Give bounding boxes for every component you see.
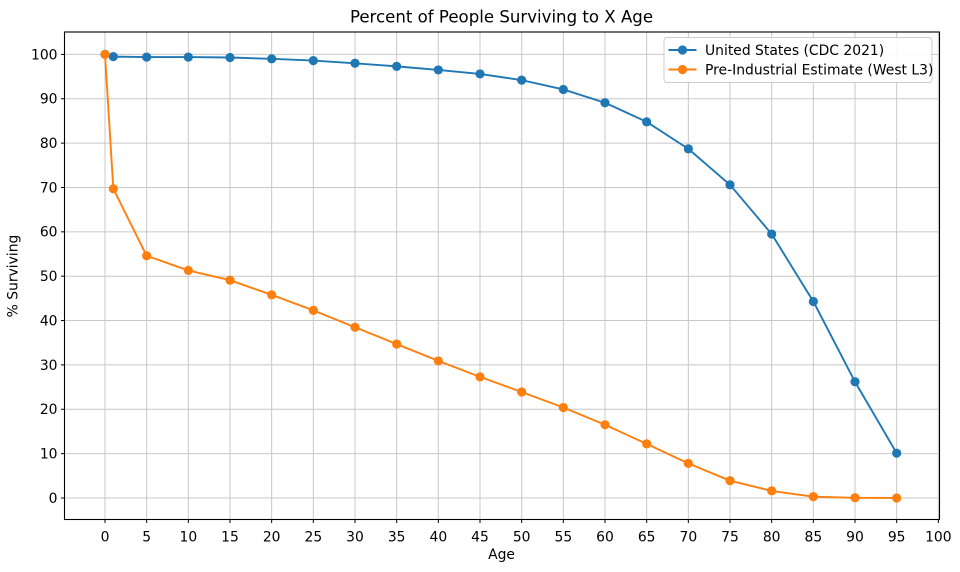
data-point-series-0 bbox=[308, 56, 318, 66]
y-tick-label: 50 bbox=[40, 269, 58, 285]
y-tick-label: 40 bbox=[40, 313, 58, 329]
data-point-series-0 bbox=[600, 98, 610, 108]
data-point-series-0 bbox=[183, 52, 193, 62]
y-tick-label: 10 bbox=[40, 447, 58, 463]
series-line-0 bbox=[104, 53, 898, 454]
y-tick-label: 0 bbox=[49, 491, 58, 507]
x-tick-label: 100 bbox=[925, 530, 952, 546]
data-point-series-1 bbox=[683, 458, 693, 468]
data-point-series-1 bbox=[892, 493, 902, 503]
data-point-series-0 bbox=[267, 54, 277, 64]
legend-item-pre-industrial: Pre-Industrial Estimate (West L3) bbox=[668, 62, 933, 78]
x-axis-label: Age bbox=[488, 547, 515, 563]
x-tick-label: 80 bbox=[763, 530, 781, 546]
data-point-series-0 bbox=[225, 52, 235, 63]
x-tick-label: 95 bbox=[888, 530, 906, 546]
x-tick-label: 45 bbox=[471, 530, 489, 546]
data-point-series-0 bbox=[350, 58, 360, 68]
series-layer bbox=[100, 49, 902, 503]
data-point-series-1 bbox=[142, 251, 152, 261]
data-point-series-1 bbox=[475, 372, 485, 382]
data-point-series-0 bbox=[433, 65, 443, 75]
legend-marker-blue bbox=[677, 45, 688, 55]
data-point-series-0 bbox=[683, 144, 693, 154]
data-point-series-0 bbox=[142, 52, 152, 62]
data-point-series-1 bbox=[725, 476, 735, 486]
x-tick-label: 10 bbox=[179, 530, 197, 546]
x-tick-label: 85 bbox=[804, 530, 822, 546]
x-tick-label: 25 bbox=[304, 530, 322, 546]
x-tick-label: 20 bbox=[263, 530, 281, 546]
x-tick-label: 90 bbox=[846, 530, 864, 546]
data-point-series-1 bbox=[808, 492, 818, 502]
y-tick-label: 80 bbox=[40, 136, 58, 152]
data-point-series-1 bbox=[100, 49, 110, 60]
y-tick-label: 20 bbox=[40, 402, 58, 418]
chart-title: Percent of People Surviving to X Age bbox=[350, 8, 653, 27]
legend-label-pre-industrial: Pre-Industrial Estimate (West L3) bbox=[705, 62, 933, 78]
data-point-series-0 bbox=[767, 229, 777, 239]
data-point-series-0 bbox=[725, 180, 735, 190]
x-tick-label: 75 bbox=[721, 530, 739, 546]
x-tick-label: 60 bbox=[596, 530, 614, 546]
y-tick-label: 90 bbox=[40, 92, 58, 108]
data-point-series-0 bbox=[517, 75, 527, 85]
x-tick-label: 30 bbox=[346, 530, 364, 546]
data-point-series-1 bbox=[350, 322, 360, 332]
data-point-series-0 bbox=[808, 296, 818, 307]
y-axis-label: % Surviving bbox=[6, 235, 22, 318]
data-point-series-1 bbox=[850, 493, 860, 503]
data-point-series-1 bbox=[433, 356, 443, 366]
x-tick-label: 5 bbox=[142, 530, 151, 546]
data-point-series-0 bbox=[392, 61, 402, 71]
data-point-series-0 bbox=[558, 84, 568, 95]
data-point-series-1 bbox=[600, 420, 610, 430]
data-point-series-0 bbox=[475, 69, 485, 79]
tick-layer: 0 5 10 15 20 25 30 35 40 45 50 55 60 65 70 75 80 85 90 95 10… bbox=[31, 47, 952, 545]
data-point-series-1 bbox=[183, 265, 193, 276]
x-tick-label: 70 bbox=[679, 530, 697, 546]
x-tick-label: 35 bbox=[388, 530, 406, 546]
legend-marker-orange bbox=[677, 64, 688, 75]
grid-layer bbox=[64, 32, 940, 520]
legend-label-united-states: United States (CDC 2021) bbox=[705, 43, 884, 59]
x-tick-label: 50 bbox=[513, 530, 531, 546]
data-point-series-0 bbox=[108, 52, 118, 62]
data-point-series-1 bbox=[392, 339, 402, 349]
legend-item-united-states: United States (CDC 2021) bbox=[668, 43, 884, 59]
data-point-series-0 bbox=[850, 377, 860, 387]
data-point-series-1 bbox=[225, 275, 235, 285]
data-point-series-0 bbox=[892, 448, 902, 458]
data-point-series-1 bbox=[517, 387, 527, 397]
data-point-series-1 bbox=[558, 402, 568, 413]
data-point-series-1 bbox=[308, 305, 318, 315]
y-tick-label: 100 bbox=[31, 47, 58, 63]
y-tick-label: 60 bbox=[40, 225, 58, 241]
data-point-series-1 bbox=[267, 290, 277, 300]
x-tick-label: 15 bbox=[221, 530, 239, 546]
y-tick-label: 70 bbox=[40, 180, 58, 196]
data-point-series-1 bbox=[108, 184, 118, 194]
x-tick-label: 40 bbox=[429, 530, 447, 546]
legend-box bbox=[663, 37, 933, 83]
data-point-series-0 bbox=[642, 117, 652, 127]
x-tick-label: 65 bbox=[638, 530, 656, 546]
y-tick-label: 30 bbox=[40, 358, 58, 374]
data-point-series-1 bbox=[642, 439, 652, 449]
x-tick-label: 55 bbox=[554, 530, 572, 546]
legend: United States (CDC 2021) Pre-Industrial … bbox=[663, 37, 933, 83]
data-point-series-1 bbox=[767, 486, 777, 496]
x-tick-label: 0 bbox=[101, 530, 110, 546]
